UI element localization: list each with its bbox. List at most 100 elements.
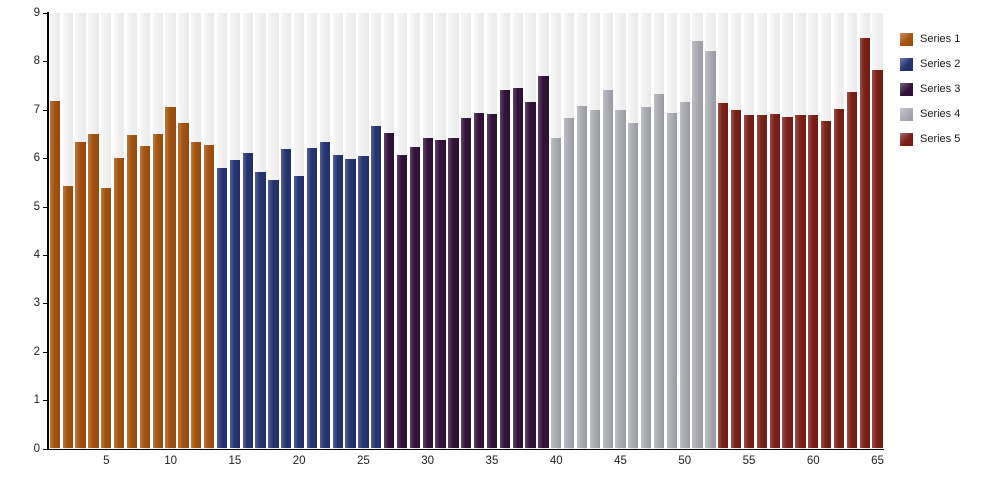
bar <box>628 122 639 449</box>
bar <box>152 134 163 449</box>
bar <box>268 179 279 449</box>
bar <box>409 146 420 449</box>
y-axis-tick <box>43 158 49 160</box>
y-axis-label: 4 <box>33 248 40 261</box>
legend: Series 1 Series 2 Series 3 Series 4 Series 5 <box>900 32 980 157</box>
legend-item: Series 1 <box>900 32 960 46</box>
bar <box>743 115 755 449</box>
bar <box>679 102 690 449</box>
y-axis-line <box>47 12 49 450</box>
bar <box>75 142 86 449</box>
bar <box>242 153 253 449</box>
bar <box>371 126 382 449</box>
bar <box>512 88 523 449</box>
bar <box>551 137 562 449</box>
bar <box>653 93 665 449</box>
bar <box>191 142 202 449</box>
bar <box>718 102 729 449</box>
legend-swatch <box>900 32 913 46</box>
y-axis-label: 5 <box>33 200 40 213</box>
bar <box>178 122 189 449</box>
legend-swatch <box>900 57 913 71</box>
bar <box>114 157 125 449</box>
legend-label: Series 2 <box>920 58 961 70</box>
legend-item: Series 5 <box>900 132 960 146</box>
y-axis-tick <box>43 109 49 111</box>
bar <box>473 112 485 449</box>
bar <box>448 137 459 449</box>
bar <box>641 107 652 449</box>
x-axis-line <box>47 448 884 450</box>
bar <box>101 187 112 449</box>
x-axis-label: 50 <box>678 454 692 467</box>
bar <box>461 117 472 449</box>
legend-item: Series 4 <box>900 107 960 121</box>
x-axis-label: 35 <box>485 454 499 467</box>
y-axis-tick <box>43 303 49 305</box>
legend-swatch <box>900 107 913 121</box>
bar <box>396 154 408 449</box>
y-axis-label: 8 <box>33 55 40 68</box>
bar <box>165 107 176 449</box>
y-axis-label: 3 <box>33 297 40 310</box>
legend-label: Series 4 <box>920 108 961 120</box>
bar <box>538 76 549 449</box>
bar <box>229 159 241 449</box>
bar <box>126 135 138 449</box>
x-axis-label: 20 <box>292 454 306 467</box>
bar <box>782 116 793 449</box>
bar <box>49 101 61 449</box>
x-axis-label: 5 <box>103 454 110 467</box>
y-axis-label: 1 <box>33 394 40 407</box>
bar <box>769 114 780 449</box>
bar <box>422 137 433 449</box>
bar <box>602 89 613 449</box>
bar <box>281 149 292 449</box>
bar <box>525 102 536 449</box>
y-axis-label: 2 <box>33 345 40 358</box>
y-axis-label: 0 <box>33 442 40 455</box>
legend-label: Series 5 <box>920 133 961 145</box>
bar <box>216 167 228 449</box>
x-axis-label: 65 <box>871 454 884 467</box>
bar <box>859 38 870 449</box>
x-axis-label: 15 <box>228 454 242 467</box>
y-axis-tick <box>43 206 49 208</box>
y-axis-label: 6 <box>33 152 40 165</box>
legend-item: Series 3 <box>900 82 960 96</box>
bar <box>332 155 343 449</box>
bar <box>833 109 845 449</box>
bar <box>294 175 305 449</box>
bar <box>576 106 588 449</box>
legend-label: Series 1 <box>920 33 961 45</box>
bar <box>383 133 395 449</box>
x-axis-label: 60 <box>806 454 820 467</box>
bar <box>319 142 330 449</box>
bar <box>589 110 600 449</box>
bar <box>139 145 151 449</box>
bar <box>204 144 215 449</box>
bar <box>563 118 575 449</box>
bar <box>692 40 703 449</box>
legend-swatch <box>900 82 913 96</box>
bar <box>808 115 819 449</box>
bar <box>345 159 356 449</box>
y-axis-tick <box>43 448 49 450</box>
x-axis-label: 10 <box>164 454 177 467</box>
bar <box>88 134 99 449</box>
bar <box>705 51 716 449</box>
x-axis-label: 55 <box>742 454 756 467</box>
y-axis-tick <box>43 254 49 256</box>
bar <box>255 171 266 449</box>
bar <box>731 109 742 449</box>
bar <box>486 113 498 449</box>
bar <box>499 90 510 449</box>
bar <box>846 92 857 449</box>
bar <box>435 140 446 449</box>
bar <box>821 120 832 449</box>
y-axis-label: 9 <box>33 7 40 19</box>
legend-item: Series 2 <box>900 57 960 71</box>
x-axis-label: 40 <box>549 454 563 467</box>
y-axis-tick <box>43 61 49 63</box>
